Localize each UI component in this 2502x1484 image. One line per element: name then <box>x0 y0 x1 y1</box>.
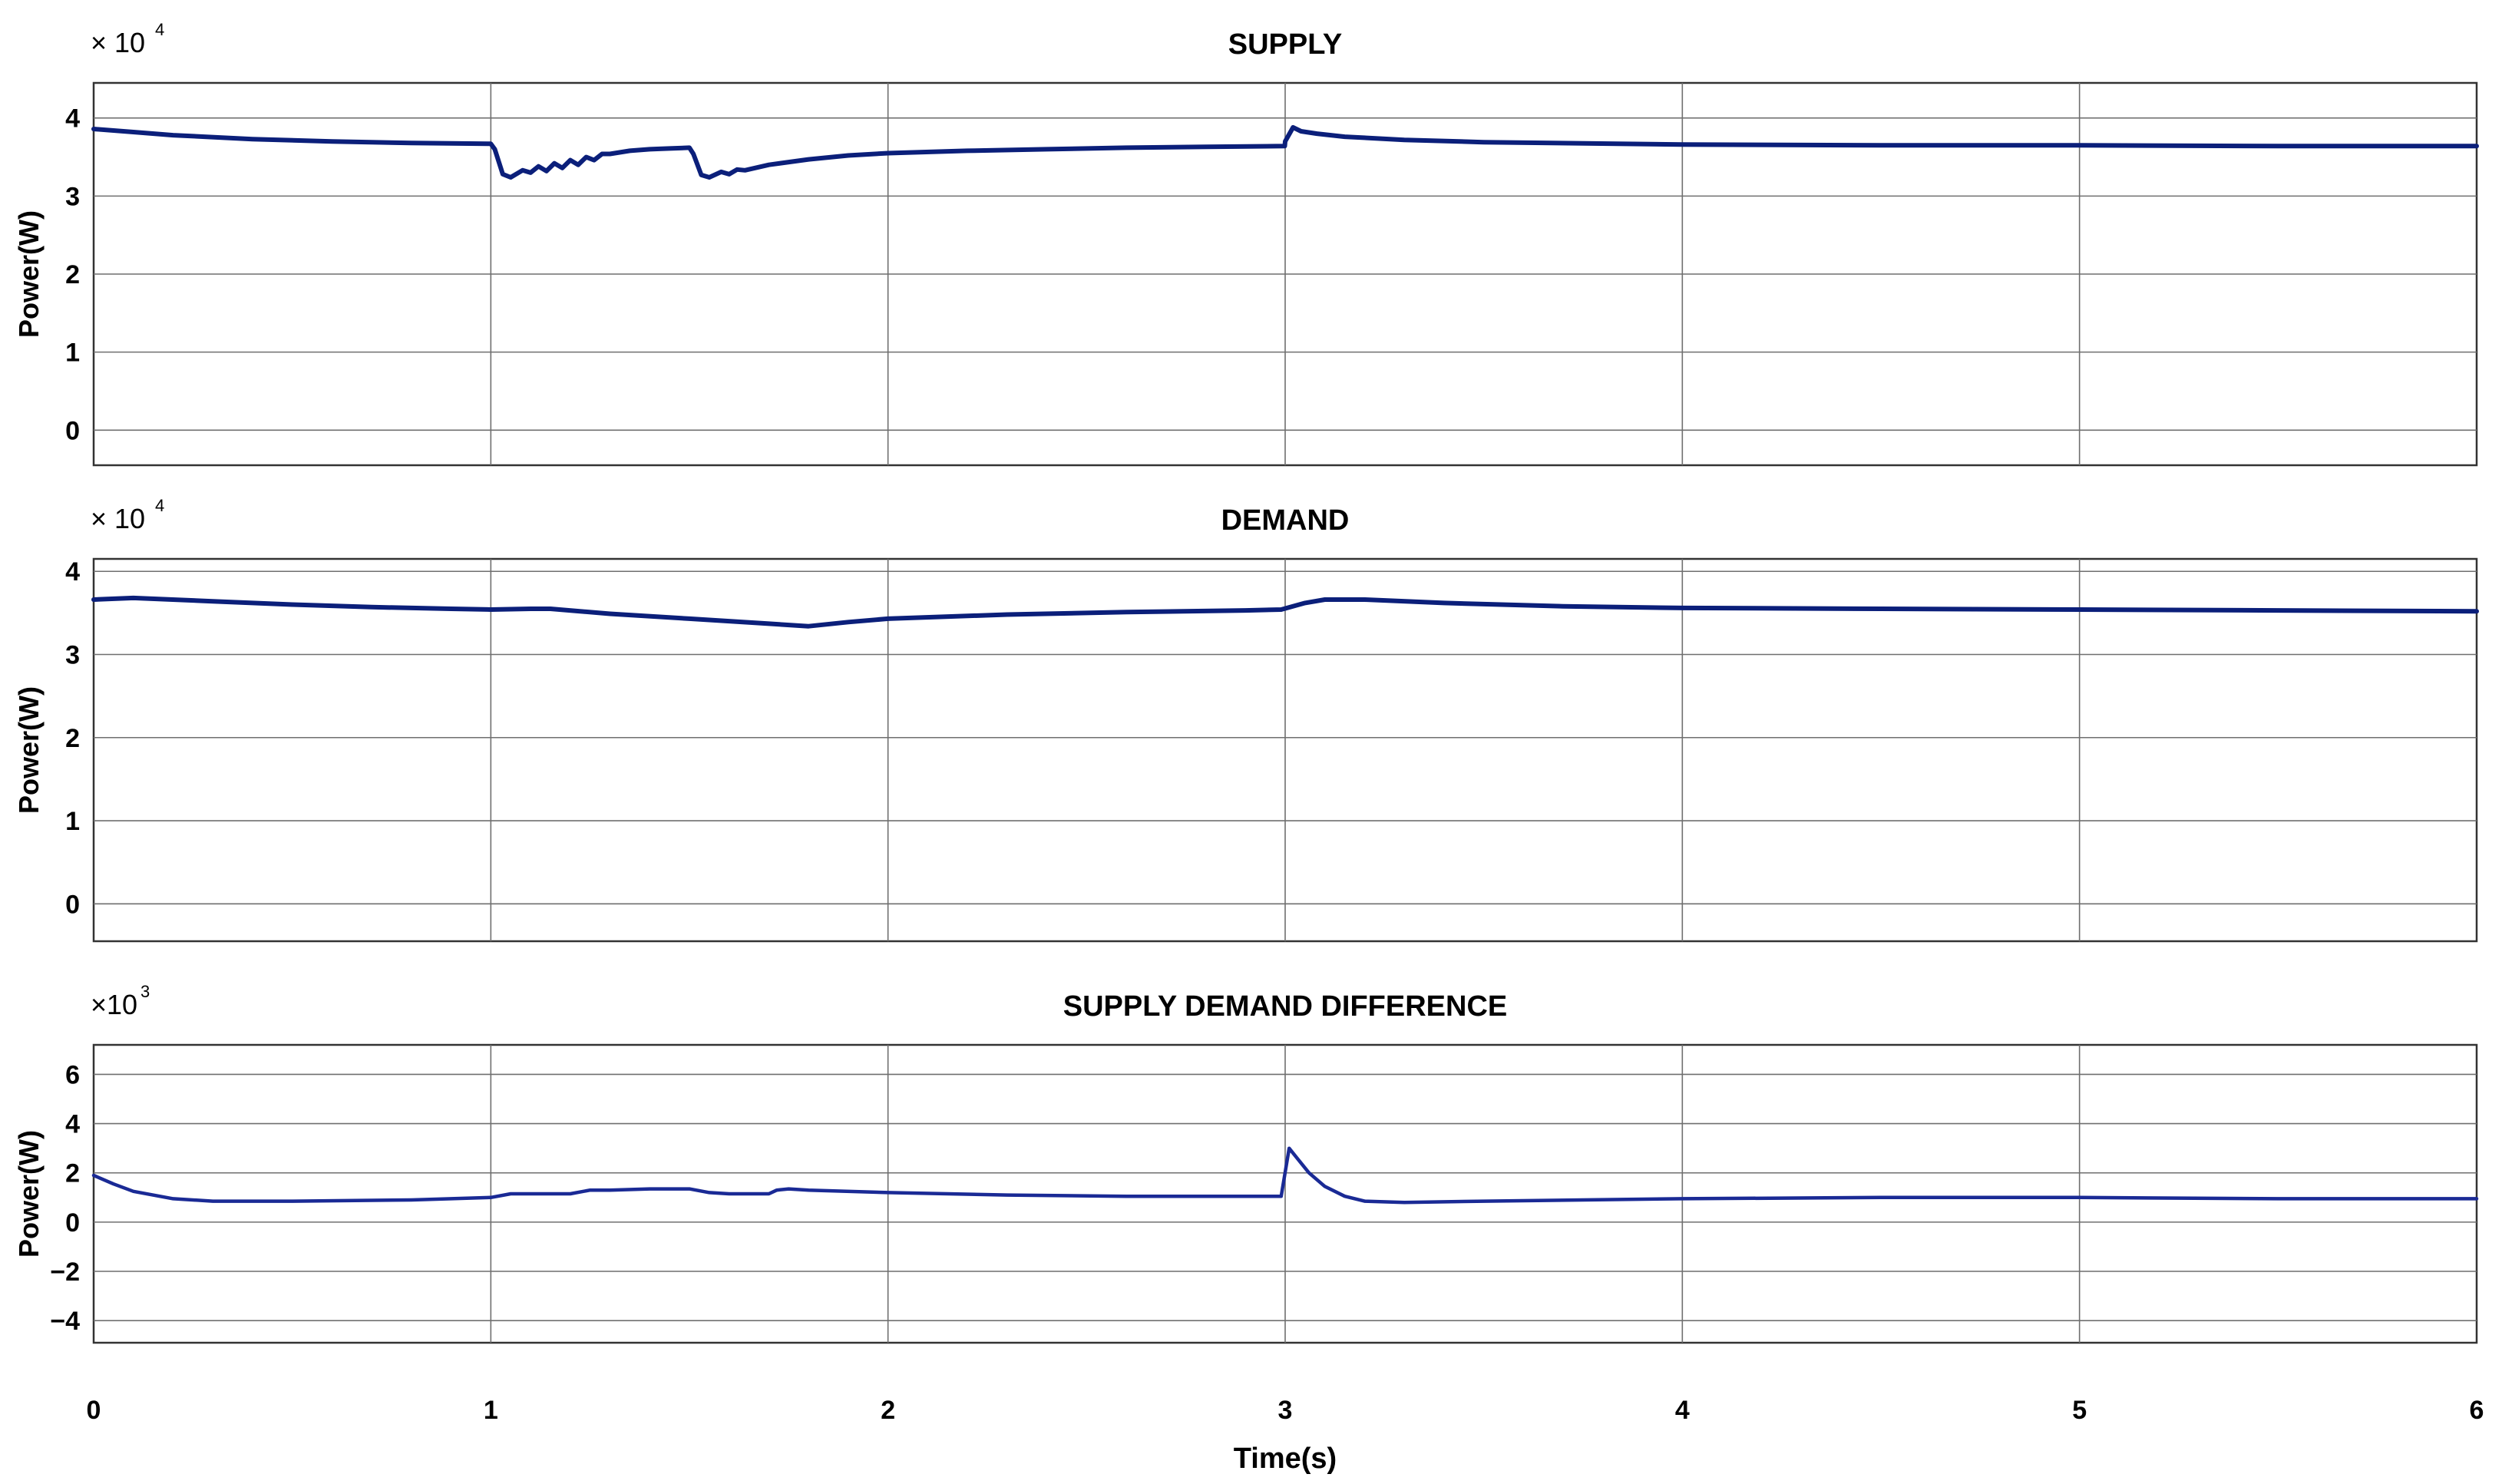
series-line <box>91 595 2479 629</box>
axis-multiplier-exponent: 4 <box>155 496 164 515</box>
x-tick-label: 3 <box>1278 1396 1293 1425</box>
x-tick-label: 2 <box>881 1396 895 1425</box>
chart-title: SUPPLY DEMAND DIFFERENCE <box>1063 990 1508 1023</box>
y-tick-label: 2 <box>65 260 80 289</box>
y-tick-label: 1 <box>65 339 80 368</box>
y-tick-label: 2 <box>65 724 80 753</box>
axis-multiplier-base: × 10 <box>91 503 145 534</box>
y-tick-label: 0 <box>65 416 80 445</box>
panel-2: 0 1 2 3 4 DEMAND × 10 4 Power(W) <box>13 496 2479 943</box>
y-tick-label: 3 <box>65 641 80 670</box>
y-tick-label: −4 <box>50 1307 80 1336</box>
y-axis-label: Power(W) <box>13 210 45 338</box>
y-tick-label: −2 <box>50 1258 80 1287</box>
y-tick-label: 4 <box>65 557 80 587</box>
axis-multiplier-base: ×10 <box>91 989 137 1020</box>
chart-title: SUPPLY <box>1228 28 1343 61</box>
axis-multiplier-exponent: 4 <box>155 20 164 39</box>
axis-multiplier-base: × 10 <box>91 27 145 58</box>
y-axis-label: Power(W) <box>13 1130 45 1258</box>
x-tick-label: 6 <box>2470 1396 2484 1425</box>
y-tick-label: 6 <box>65 1060 80 1089</box>
series-line <box>91 124 2479 180</box>
y-tick-label: 3 <box>65 182 80 211</box>
y-tick-label: 0 <box>65 1208 80 1238</box>
x-tick-label: 1 <box>484 1396 498 1425</box>
x-tick-label: 5 <box>2072 1396 2087 1425</box>
y-tick-label: 4 <box>65 1110 80 1139</box>
y-tick-label: 1 <box>65 807 80 836</box>
y-axis-label: Power(W) <box>13 686 45 814</box>
x-tick-label: 4 <box>1675 1396 1690 1425</box>
panels: 0 1 2 3 4 SUPPLY × 10 4 Power(W) 0 1 2 3 4 DEMAND × 10 4… <box>13 20 2484 1475</box>
y-tick-label: 0 <box>65 890 80 919</box>
axis-multiplier-exponent: 3 <box>140 982 150 1001</box>
series-line <box>91 1146 2479 1205</box>
panel-1: 0 1 2 3 4 SUPPLY × 10 4 Power(W) <box>13 20 2479 467</box>
chart-title: DEMAND <box>1221 504 1350 537</box>
y-tick-label: 4 <box>65 104 80 134</box>
x-axis-label: Time(s) <box>1234 1443 1337 1475</box>
x-tick-label: 0 <box>87 1396 101 1425</box>
y-tick-label: 2 <box>65 1159 80 1188</box>
